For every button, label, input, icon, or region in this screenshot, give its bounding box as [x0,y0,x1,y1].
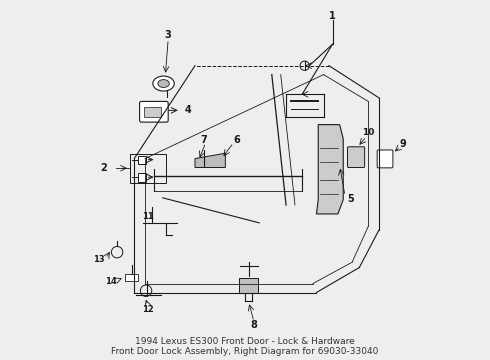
Text: 13: 13 [94,255,105,264]
Polygon shape [195,153,225,167]
Text: 7: 7 [200,135,207,145]
Text: 5: 5 [347,194,354,203]
Text: 10: 10 [362,128,374,137]
Bar [138,173,146,182]
Text: 3: 3 [165,30,172,40]
Text: 14: 14 [105,276,117,285]
Text: 1: 1 [329,12,336,21]
FancyBboxPatch shape [347,147,365,167]
FancyBboxPatch shape [140,102,168,122]
Text: 11: 11 [142,212,154,221]
Text: 12: 12 [142,305,154,314]
FancyBboxPatch shape [377,150,393,168]
Bar [239,278,258,293]
Ellipse shape [153,76,174,91]
Text: 8: 8 [250,320,257,330]
Text: 4: 4 [184,105,191,115]
Text: 6: 6 [234,135,241,145]
Bar [144,108,161,117]
Text: 1994 Lexus ES300 Front Door - Lock & Hardware
Front Door Lock Assembly, Right Di: 1994 Lexus ES300 Front Door - Lock & Har… [111,337,379,356]
Bar [124,274,138,282]
Bar [138,156,146,164]
Text: 2: 2 [100,163,107,173]
Ellipse shape [158,80,169,87]
Polygon shape [317,125,343,214]
Text: 9: 9 [399,139,406,149]
Bar [130,154,166,183]
